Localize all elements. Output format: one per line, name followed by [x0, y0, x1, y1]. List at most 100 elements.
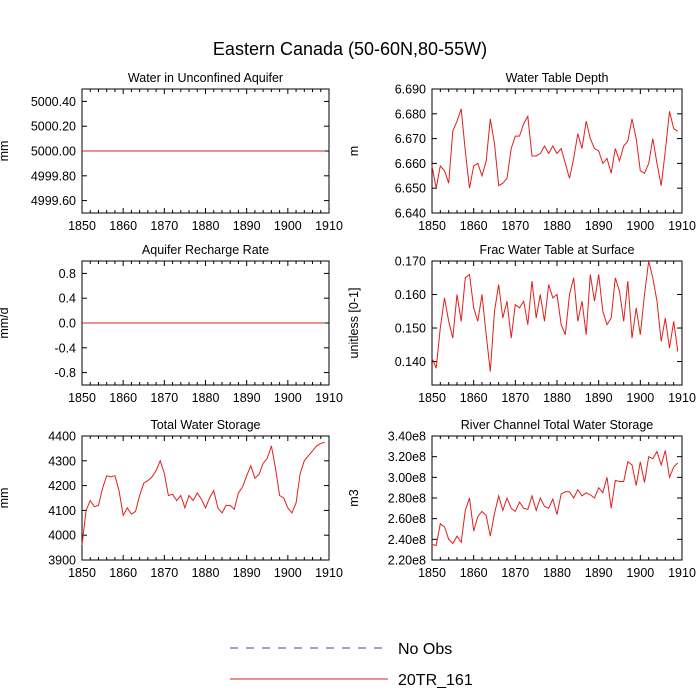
series-line-20tr-161: [81, 441, 326, 546]
chart-title: Total Water Storage: [150, 418, 260, 432]
x-tick-label: 1910: [315, 391, 343, 405]
x-tick-label: 1900: [274, 219, 302, 233]
y-tick-label: -0.8: [54, 366, 76, 380]
x-tick-label: 1850: [418, 566, 446, 580]
y-tick-label: 0.170: [395, 255, 426, 269]
chart-title: Water Table Depth: [506, 71, 609, 85]
x-tick-label: 1870: [501, 391, 529, 405]
y-tick-label: 0.160: [395, 288, 426, 302]
legend: No Obs 20TR_161: [230, 641, 473, 689]
x-tick-label: 1900: [626, 219, 654, 233]
y-tick-label: 2.80e8: [388, 492, 426, 506]
y-tick-label: 0.0: [59, 317, 76, 331]
y-tick-label: 6.690: [395, 83, 426, 97]
y-axis-label: m3: [347, 489, 361, 506]
series-line-20tr-161: [431, 450, 679, 547]
y-tick-label: 2.60e8: [388, 512, 426, 526]
chart-panel-frac-water-table-at-surface: Frac Water Table at Surface unitless [0-…: [347, 243, 696, 405]
x-tick-label: 1860: [109, 391, 137, 405]
x-tick-label: 1870: [150, 391, 178, 405]
y-tick-label: 6.660: [395, 157, 426, 171]
chart-title: Aquifer Recharge Rate: [142, 243, 269, 257]
x-tick-label: 1850: [418, 391, 446, 405]
x-tick-label: 1890: [233, 391, 261, 405]
series-line-20tr-161: [431, 108, 679, 189]
y-tick-label: 3900: [48, 554, 76, 568]
y-tick-label: 0.4: [59, 292, 76, 306]
y-tick-label: 5000.00: [31, 145, 76, 159]
x-tick-label: 1880: [192, 566, 220, 580]
y-tick-label: 6.650: [395, 182, 426, 196]
x-tick-label: 1910: [668, 566, 696, 580]
y-axis-label: mm: [0, 141, 11, 162]
y-tick-label: 4999.60: [31, 194, 76, 208]
y-tick-label: 3.20e8: [388, 450, 426, 464]
x-tick-label: 1850: [68, 566, 96, 580]
x-tick-label: 1880: [192, 391, 220, 405]
legend-label-20tr-161: 20TR_161: [398, 672, 473, 689]
x-tick-label: 1900: [626, 566, 654, 580]
chart-panel-aquifer-recharge-rate: Aquifer Recharge Rate mm/d 1850 1860 1870 1…: [0, 243, 343, 405]
x-tick-label: 1860: [460, 566, 488, 580]
x-tick-label: 1880: [543, 219, 571, 233]
x-tick-label: 1880: [543, 566, 571, 580]
y-tick-label: 5000.40: [31, 95, 76, 109]
x-tick-label: 1890: [585, 219, 613, 233]
y-tick-label: -0.4: [54, 341, 76, 355]
x-tick-label: 1910: [668, 219, 696, 233]
y-tick-label: 0.140: [395, 355, 426, 369]
x-tick-label: 1880: [192, 219, 220, 233]
x-tick-label: 1860: [109, 219, 137, 233]
x-tick-label: 1850: [68, 391, 96, 405]
chart-title: River Channel Total Water Storage: [461, 418, 654, 432]
x-tick-label: 1890: [233, 219, 261, 233]
x-tick-label: 1910: [315, 566, 343, 580]
y-tick-label: 2.20e8: [388, 554, 426, 568]
y-axis-label: unitless [0-1]: [347, 288, 361, 359]
y-tick-label: 4400: [48, 430, 76, 444]
chart-title: Water in Unconfined Aquifer: [128, 71, 283, 85]
x-tick-label: 1910: [668, 391, 696, 405]
x-tick-label: 1890: [585, 566, 613, 580]
y-axis-label: mm: [0, 488, 11, 509]
y-tick-label: 2.40e8: [388, 533, 426, 547]
y-tick-label: 4000: [48, 529, 76, 543]
series-line-20tr-161: [431, 260, 679, 372]
plot-frame: [431, 260, 683, 386]
x-tick-label: 1900: [274, 391, 302, 405]
y-tick-label: 6.670: [395, 132, 426, 146]
plot-frame: [81, 435, 330, 561]
figure-title: Eastern Canada (50-60N,80-55W): [213, 39, 487, 59]
y-tick-label: 4999.80: [31, 169, 76, 183]
legend-label-no-obs: No Obs: [398, 641, 452, 658]
y-tick-label: 0.150: [395, 322, 426, 336]
chart-title: Frac Water Table at Surface: [480, 243, 635, 257]
x-tick-label: 1860: [460, 391, 488, 405]
x-tick-label: 1870: [501, 219, 529, 233]
y-tick-label: 4300: [48, 454, 76, 468]
chart-panel-river-channel-total-water-storage: River Channel Total Water Storage m3 185…: [347, 418, 696, 580]
y-tick-label: 5000.20: [31, 120, 76, 134]
x-tick-label: 1900: [274, 566, 302, 580]
x-tick-label: 1870: [501, 566, 529, 580]
x-tick-label: 1890: [233, 566, 261, 580]
x-tick-label: 1890: [585, 391, 613, 405]
x-tick-label: 1850: [418, 219, 446, 233]
y-tick-label: 4200: [48, 479, 76, 493]
y-tick-label: 6.680: [395, 107, 426, 121]
x-tick-label: 1870: [150, 566, 178, 580]
chart-panel-water-table-depth: Water Table Depth m 1850 1860 1870 1880 1890…: [347, 71, 696, 233]
y-axis-label: mm/d: [0, 307, 11, 338]
plot-frame: [431, 88, 683, 214]
chart-panel-water-in-unconfined-aquifer: Water in Unconfined Aquifer mm 1850 1860 1…: [0, 71, 343, 233]
chart-panel-total-water-storage: Total Water Storage mm 1850 1860 1870 1880 1…: [0, 418, 343, 580]
x-tick-label: 1860: [460, 219, 488, 233]
x-tick-label: 1850: [68, 219, 96, 233]
y-tick-label: 3.40e8: [388, 430, 426, 444]
x-tick-label: 1860: [109, 566, 137, 580]
y-tick-label: 0.8: [59, 267, 76, 281]
x-tick-label: 1870: [150, 219, 178, 233]
y-tick-label: 3.00e8: [388, 471, 426, 485]
x-tick-label: 1910: [315, 219, 343, 233]
